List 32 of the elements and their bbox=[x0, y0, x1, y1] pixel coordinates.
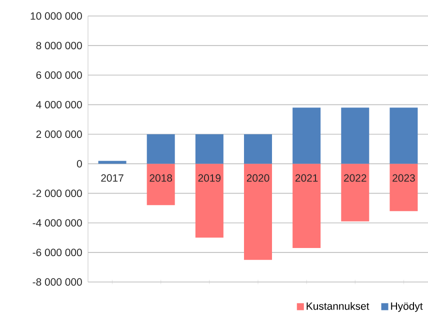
bar bbox=[341, 108, 370, 164]
y-tick-label: -4 000 000 bbox=[32, 219, 82, 227]
x-tick-label: 2017 bbox=[101, 174, 124, 182]
bar bbox=[98, 160, 126, 164]
y-tick-label: -6 000 000 bbox=[32, 248, 82, 256]
bar bbox=[195, 164, 224, 238]
y-tick-label: 4 000 000 bbox=[36, 100, 82, 108]
x-tick-label: 2023 bbox=[392, 174, 415, 182]
bar bbox=[195, 134, 224, 164]
bar bbox=[390, 164, 418, 212]
y-tick-label: -2 000 000 bbox=[32, 190, 82, 198]
bar bbox=[244, 164, 272, 260]
y-tick-label: 8 000 000 bbox=[36, 42, 82, 50]
bar bbox=[292, 164, 321, 248]
bar bbox=[292, 108, 321, 164]
y-tick-label: 2 000 000 bbox=[36, 130, 82, 138]
y-tick-label: 10 000 000 bbox=[30, 12, 82, 20]
y-tick-label: -8 000 000 bbox=[32, 278, 82, 286]
y-tick-label: 0 bbox=[76, 160, 82, 168]
x-tick-label: 2019 bbox=[198, 174, 221, 182]
bar bbox=[146, 134, 175, 164]
x-tick-label: 2020 bbox=[246, 174, 270, 182]
bar bbox=[390, 108, 418, 164]
bar bbox=[341, 164, 370, 222]
x-tick-label: 2022 bbox=[344, 174, 366, 182]
bar bbox=[244, 134, 272, 164]
bar bbox=[146, 164, 175, 206]
y-tick-label: 6 000 000 bbox=[36, 71, 82, 79]
legend-label: Hyödyt bbox=[391, 302, 423, 312]
x-tick-label: 2018 bbox=[150, 174, 172, 182]
legend-label: Kustannukset bbox=[306, 302, 370, 310]
x-tick-label: 2021 bbox=[295, 174, 318, 182]
